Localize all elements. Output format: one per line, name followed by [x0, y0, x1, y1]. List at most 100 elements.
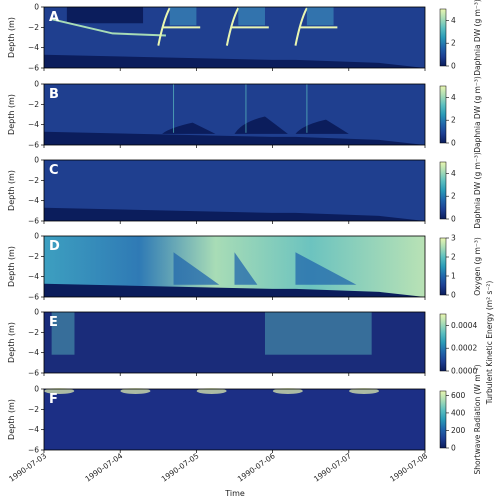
colorbar-tick-label: 0: [451, 444, 456, 453]
colorbar-tick-label: 2: [451, 39, 456, 48]
y-tick-label: −2: [28, 100, 39, 109]
panel-e: E 0 −2 −4 −6 Depth (m) 0.0000 0.0002 0.0004 Turbu…: [7, 281, 494, 406]
radiation-highlight: [196, 388, 227, 394]
colorbar-tick-label: 0: [451, 291, 456, 300]
y-tick-label: 0: [34, 385, 39, 394]
colorbar-tick-label: 0.0000: [451, 367, 477, 376]
y-tick-label: −6: [28, 141, 39, 150]
daphnia-layer: [51, 18, 166, 37]
y-axis-label: Depth (m): [7, 17, 16, 58]
axes-frame: [43, 311, 426, 374]
colorbar-tick-label: 400: [451, 408, 466, 417]
oxygen-depletion: [295, 252, 357, 285]
y-tick-label: −2: [28, 176, 39, 185]
y-tick-label: −2: [28, 405, 39, 414]
colorbar: [439, 390, 447, 449]
daphnia-layer: [157, 7, 201, 46]
y-tick-label: 0: [34, 308, 39, 317]
colorbar: [439, 8, 447, 67]
y-tick-label: −4: [28, 196, 39, 205]
x-tick-label: 1990-07-03: [7, 451, 48, 484]
colorbar-tick-label: 2: [451, 192, 456, 201]
oxygen-depletion: [173, 252, 220, 285]
daphnia-layer: [294, 7, 338, 46]
colorbar: [439, 313, 447, 372]
daphnia-layer: [225, 7, 269, 46]
oxygen-depletion: [234, 252, 258, 285]
surface-block: [169, 7, 197, 26]
colorbar-tick-label: 4: [451, 93, 456, 102]
y-tick-label: 0: [34, 80, 39, 89]
colorbar-tick-label: 2: [451, 116, 456, 125]
radiation-highlight: [272, 388, 303, 394]
y-tick-label: −2: [28, 23, 39, 32]
y-tick-label: −6: [28, 293, 39, 302]
colorbar-label: Shortwave Radiation (W m⁻²): [473, 364, 482, 474]
radiation-highlight: [349, 388, 380, 394]
colorbar-tick-label: 0.0002: [451, 344, 477, 353]
y-tick-label: 0: [34, 3, 39, 12]
y-tick-label: −4: [28, 348, 39, 357]
y-axis-label: Depth (m): [7, 322, 16, 363]
bottom-layer: [44, 283, 425, 297]
tke-highlight: [51, 312, 75, 355]
y-tick-label: 0: [34, 232, 39, 241]
x-tick-label: 1990-07-08: [388, 451, 429, 484]
bottom-layer: [234, 116, 288, 134]
x-tick-label: 1990-07-04: [83, 451, 124, 484]
panel-label: A: [49, 10, 59, 25]
colorbar-tick-label: 0.0004: [451, 321, 477, 330]
y-tick-label: −4: [28, 272, 39, 281]
colorbar-tick-label: 4: [451, 169, 456, 178]
y-axis-label: Depth (m): [7, 246, 16, 287]
y-tick-label: −4: [28, 120, 39, 129]
panel-label: E: [49, 315, 58, 330]
colorbar-tick-label: 600: [451, 391, 466, 400]
x-tick-label: 1990-07-07: [312, 451, 353, 484]
x-axis: 1990-07-03 1990-07-04 1990-07-05 1990-07-06…: [7, 451, 429, 484]
y-tick-label: −2: [28, 252, 39, 261]
colorbar-tick-label: 0: [451, 215, 456, 224]
colorbar: [439, 161, 447, 220]
colorbar-label: Oxygen (g m⁻³): [473, 237, 482, 296]
colorbar-tick-label: 2: [451, 253, 456, 262]
y-axis-label: Depth (m): [7, 170, 16, 211]
heatmap-field: [44, 312, 425, 373]
y-tick-label: −2: [28, 328, 39, 337]
colorbar-tick-label: 200: [451, 426, 466, 435]
colorbar: [439, 237, 447, 296]
panel-label: F: [49, 392, 58, 407]
panel-c: C 0 −2 −4 −6 Depth (m) 0 2 4 Daphnia DW (g m⁻³): [7, 152, 482, 229]
heatmap-field: [44, 389, 425, 450]
y-tick-label: −6: [28, 64, 39, 73]
panel-f: F 0 −2 −4 −6 Depth (m) 0 200 400 600 Shortwave Rad…: [7, 364, 482, 474]
colorbar-label: Daphnia DW (g m⁻³): [473, 76, 482, 153]
axes-frame: [43, 6, 426, 69]
colorbar-tick-label: 4: [451, 16, 456, 25]
bottom-layer: [44, 207, 425, 221]
bottom-layer: [295, 119, 349, 134]
panel-label: C: [49, 163, 59, 178]
x-axis-label: Time: [224, 489, 245, 498]
radiation-highlight: [120, 388, 151, 394]
colorbar: [439, 85, 447, 144]
x-tick-label: 1990-07-06: [236, 451, 277, 484]
colorbar-label: Daphnia DW (g m⁻³): [473, 152, 482, 229]
y-tick-label: −6: [28, 446, 39, 455]
axes-frame: [43, 235, 426, 298]
bottom-layer: [162, 122, 216, 134]
y-axis-label: Depth (m): [7, 399, 16, 440]
y-tick-label: −4: [28, 425, 39, 434]
y-tick-label: −6: [28, 369, 39, 378]
panel-a: A 0 −2 −4 −6 Depth (m) 0 2 4 Daphnia DW (g m⁻³): [7, 0, 482, 76]
colorbar-tick-label: 3: [451, 234, 456, 243]
colorbar-label: Daphnia DW (g m⁻³): [473, 0, 482, 76]
y-tick-label: 0: [34, 156, 39, 165]
colorbar-tick-label: 0: [451, 62, 456, 71]
panel-label: D: [49, 239, 60, 254]
y-tick-label: −6: [28, 217, 39, 226]
colorbar-tick-label: 0: [451, 139, 456, 148]
axes-frame: [43, 83, 426, 146]
panel-label: B: [49, 87, 59, 102]
surface-block: [66, 7, 144, 24]
